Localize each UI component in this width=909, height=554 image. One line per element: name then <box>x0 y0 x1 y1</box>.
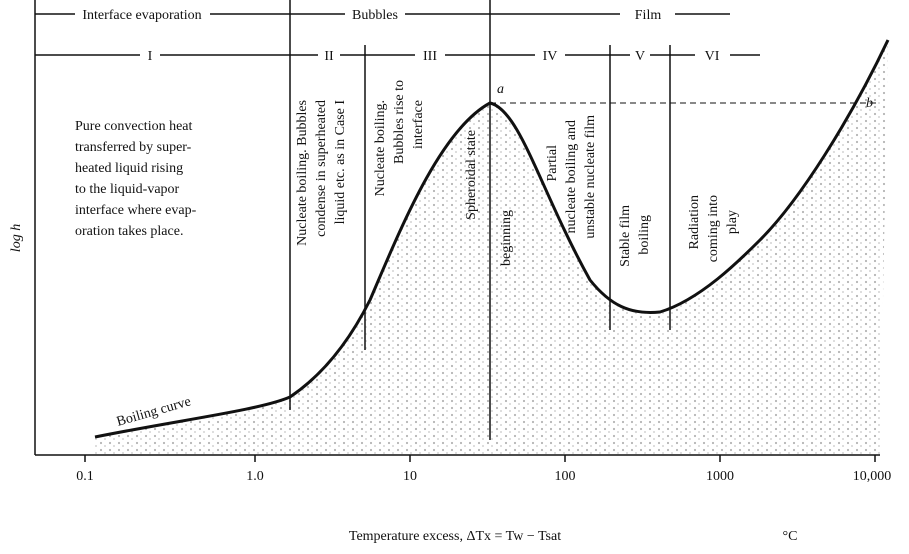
note-line: Pure convection heat <box>75 119 193 134</box>
region-text: nucleate boiling and <box>564 120 579 234</box>
region-label: III <box>423 49 437 64</box>
region-text: coming into <box>706 195 721 262</box>
region-text: beginning <box>499 210 514 266</box>
x-tick-label: 100 <box>555 469 576 484</box>
x-tick-label: 10 <box>403 469 417 484</box>
region-text: Radiation <box>687 195 702 249</box>
region-text: Nucleate boiling. <box>373 100 388 196</box>
region-text: liquid etc. as in Case I <box>333 100 348 225</box>
region-label: V <box>635 49 645 64</box>
x-axis-label: Temperature excess, ΔTx = Tw − Tsat <box>349 529 561 544</box>
x-axis-unit: °C <box>783 529 798 544</box>
region-text: boiling <box>637 215 652 255</box>
region-label: IV <box>543 49 558 64</box>
region-text: Bubbles rise to <box>392 80 407 164</box>
x-tick-label: 1.0 <box>246 469 264 484</box>
shading <box>95 40 888 455</box>
region-text: Nucleate boiling. Bubbles <box>295 100 310 246</box>
x-tick-label: 1000 <box>706 469 734 484</box>
note-line: to the liquid-vapor <box>75 182 180 197</box>
note-line: oration takes place. <box>75 224 183 239</box>
region-text: Partial <box>545 145 560 182</box>
region-text: Spheroidal state <box>464 130 479 220</box>
span-lines <box>35 13 760 56</box>
y-axis-label: log h <box>9 224 24 252</box>
region-text: condense in superheated <box>314 100 329 237</box>
region-dividers <box>289 0 671 440</box>
note: Pure convection heat transferred by supe… <box>75 119 197 239</box>
region-label: II <box>324 49 334 64</box>
span-label: Bubbles <box>352 8 398 23</box>
note-line: interface where evap- <box>75 203 197 218</box>
x-tick-label: 0.1 <box>76 469 94 484</box>
span-label: Film <box>635 8 662 23</box>
note-line: heated liquid rising <box>75 161 183 176</box>
rotated-labels: Nucleate boiling. Bubbles condense in su… <box>295 80 740 267</box>
x-ticks <box>84 455 876 462</box>
region-text: Stable film <box>618 205 633 267</box>
region-text: play <box>725 210 740 234</box>
span-label: Interface evaporation <box>82 8 201 23</box>
x-tick-label: 10,000 <box>853 469 892 484</box>
note-line: transferred by super- <box>75 140 192 155</box>
boiling-curve <box>94 39 890 439</box>
region-text: interface <box>411 100 426 149</box>
region-label: I <box>148 49 153 64</box>
region-text: unstable nucleate film <box>583 115 598 239</box>
point-label: b <box>866 96 873 111</box>
region-label: VI <box>705 49 720 64</box>
point-label: a <box>497 82 504 97</box>
